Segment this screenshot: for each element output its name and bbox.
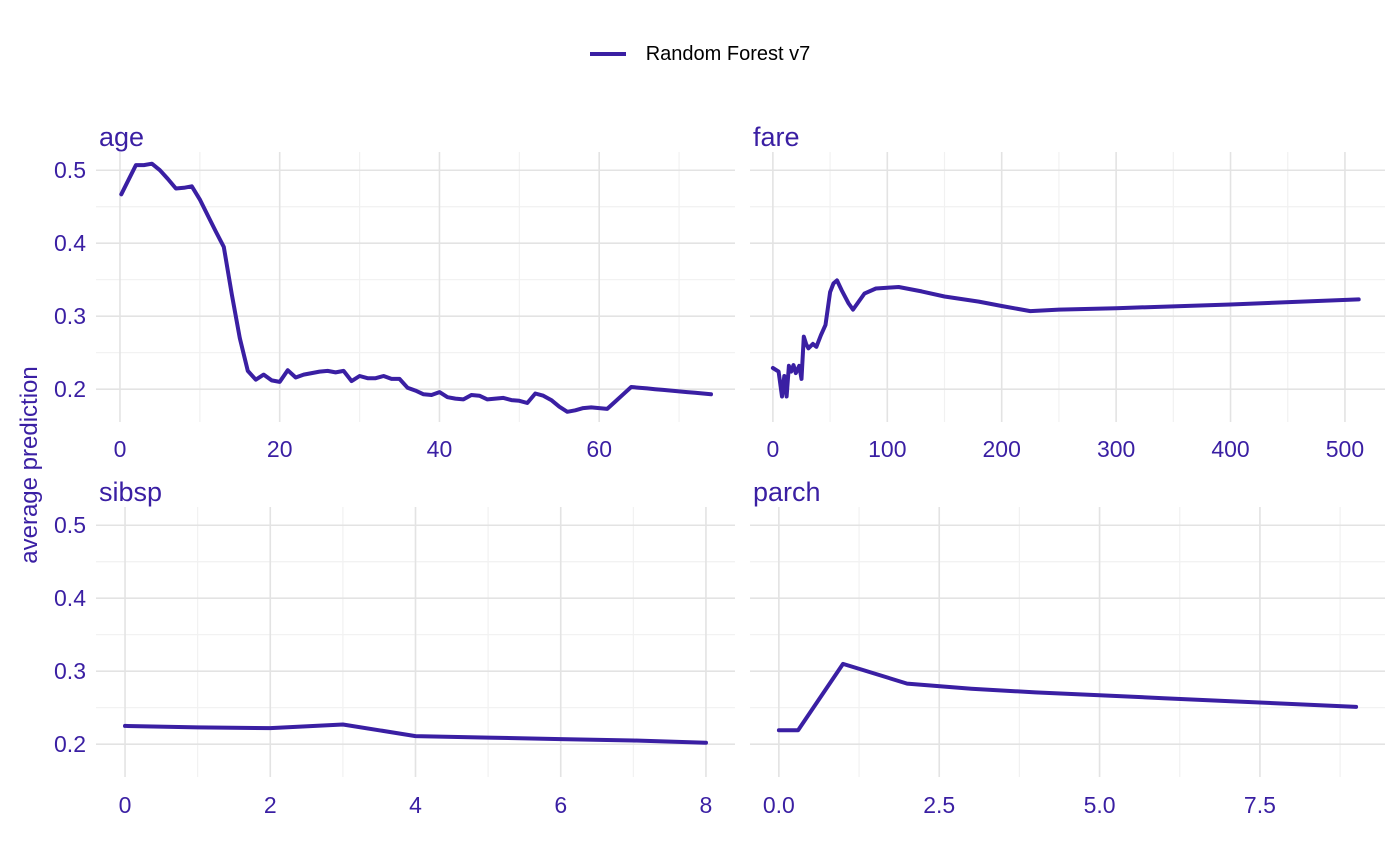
legend-label: Random Forest v7	[645, 42, 811, 65]
legend-line-swatch	[589, 52, 626, 56]
x-tick-label: 100	[868, 436, 906, 462]
x-tick-label: 2.5	[923, 792, 955, 818]
legend: Random Forest v7	[0, 38, 1400, 70]
x-tick-label: 6	[554, 792, 567, 818]
x-tick-label: 4	[409, 792, 422, 818]
panel-title: sibsp	[99, 477, 162, 507]
series-line-age	[119, 161, 713, 414]
panel-age: age 0 20 40 60 0.2 0.3 0.4 0.5	[54, 122, 735, 462]
y-tick-label: 0.3	[54, 658, 86, 684]
series-line-sibsp	[123, 722, 708, 745]
panel-fare: fare 0 100 200 300 400 500	[750, 122, 1385, 462]
panel-parch: parch 0.0 2.5 5.0 7.5	[750, 477, 1385, 818]
x-tick-label: 0	[119, 792, 132, 818]
x-tick-label: 0	[114, 436, 127, 462]
x-tick-label: 7.5	[1244, 792, 1276, 818]
x-tick-label: 0	[766, 436, 779, 462]
panel-title: age	[99, 122, 144, 152]
y-tick-label: 0.4	[54, 230, 86, 256]
x-tick-label: 20	[267, 436, 293, 462]
y-tick-label: 0.2	[54, 376, 86, 402]
panel-title: parch	[753, 477, 821, 507]
y-tick-label: 0.5	[54, 512, 86, 538]
x-tick-label: 60	[586, 436, 612, 462]
panel-sibsp: sibsp 0 2 4 6 8 0.2 0.3 0.4 0.5	[54, 477, 735, 818]
x-tick-label: 500	[1326, 436, 1364, 462]
y-tick-label: 0.2	[54, 731, 86, 757]
x-tick-label: 40	[427, 436, 453, 462]
y-tick-label: 0.4	[54, 585, 86, 611]
x-tick-label: 0.0	[763, 792, 795, 818]
x-tick-label: 200	[983, 436, 1021, 462]
x-tick-label: 300	[1097, 436, 1135, 462]
series-line-parch	[776, 661, 1359, 733]
y-tick-label: 0.3	[54, 303, 86, 329]
x-tick-label: 2	[264, 792, 277, 818]
x-tick-label: 8	[700, 792, 713, 818]
y-tick-label: 0.5	[54, 157, 86, 183]
panel-title: fare	[753, 122, 800, 152]
series-line-fare	[770, 278, 1361, 399]
x-tick-label: 400	[1211, 436, 1249, 462]
x-tick-label: 5.0	[1084, 792, 1116, 818]
